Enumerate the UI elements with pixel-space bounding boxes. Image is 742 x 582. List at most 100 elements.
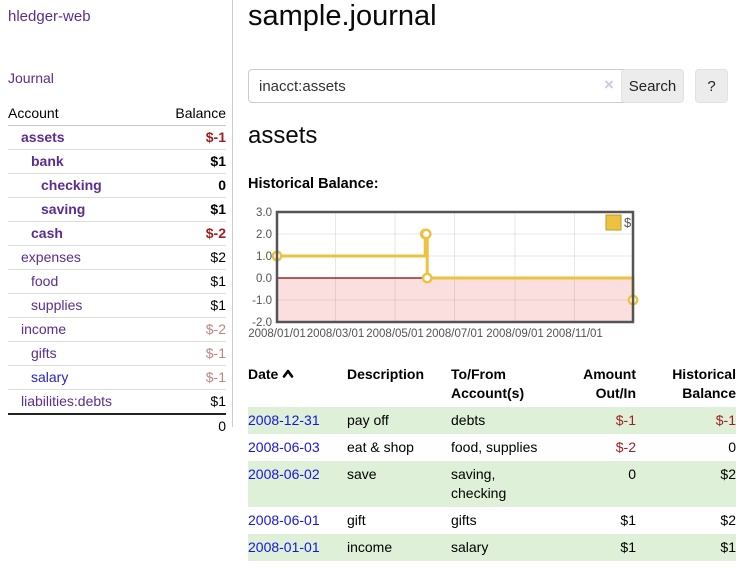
register-row: 2008-01-01 income salary $1 $1 <box>248 534 736 561</box>
sidebar-divider <box>232 0 233 427</box>
transaction-amount: $-2 <box>615 439 636 455</box>
account-link-checking[interactable]: checking <box>41 177 102 193</box>
account-heading: assets <box>248 122 318 149</box>
transaction-date-link[interactable]: 2008-06-02 <box>248 466 320 482</box>
transaction-amount: 0 <box>556 461 636 507</box>
transaction-accounts: saving, checking <box>451 461 556 507</box>
svg-text:2008/05/01: 2008/05/01 <box>366 328 424 340</box>
account-link-food[interactable]: food <box>31 273 59 289</box>
transaction-date-link[interactable]: 2008-12-31 <box>248 412 320 428</box>
register-header-date[interactable]: Date <box>248 363 347 407</box>
register-row: 2008-06-03 eat & shop food, supplies $-2… <box>248 434 736 461</box>
account-balance: $-2 <box>154 221 226 246</box>
account-row: income $-2 <box>8 317 226 342</box>
transaction-description: gift <box>347 512 366 528</box>
search-button[interactable]: Search <box>621 69 684 103</box>
accounts-total-row: 0 <box>8 413 226 438</box>
account-link-salary[interactable]: salary <box>31 369 69 385</box>
account-link-saving[interactable]: saving <box>41 201 86 217</box>
register-header-accounts: To/From Account(s) <box>451 366 525 401</box>
accounts-total-balance: 0 <box>154 413 226 438</box>
clear-search-icon[interactable]: × <box>604 75 614 94</box>
transaction-balance: 0 <box>728 439 736 455</box>
sort-ascending-icon <box>282 364 294 383</box>
svg-text:-1.0: -1.0 <box>252 295 272 307</box>
svg-text:-2.0: -2.0 <box>252 317 272 329</box>
page-title: sample.journal <box>248 0 437 32</box>
account-balance: $1 <box>154 293 226 318</box>
account-link-liabilities-debts[interactable]: liabilities:debts <box>21 393 113 409</box>
transaction-date-link[interactable]: 2008-06-01 <box>248 512 320 528</box>
transaction-accounts: food, supplies <box>451 439 538 455</box>
register-table: Date Description To/From Account(s) Amou… <box>248 363 736 561</box>
historical-balance-chart: $3.0 2.0 1.0 0.0 -1.0 -2.0 2008/01/01 2008/03/0… <box>240 200 700 348</box>
transaction-description: pay off <box>347 407 451 434</box>
transaction-date-link[interactable]: 2008-01-01 <box>248 539 320 555</box>
svg-text:0.0: 0.0 <box>256 273 272 285</box>
account-link-cash[interactable]: cash <box>31 225 63 241</box>
account-row: food $1 <box>8 269 226 294</box>
register-row: 2008-06-01 gift gifts $1 $2 <box>248 507 736 534</box>
svg-text:2.0: 2.0 <box>256 229 272 241</box>
transaction-balance: $2 <box>720 512 736 528</box>
register-header-balance: Historical Balance <box>672 366 736 401</box>
account-link-gifts[interactable]: gifts <box>31 345 57 361</box>
account-row: liabilities:debts $1 <box>8 389 226 415</box>
svg-text:$: $ <box>624 215 632 230</box>
account-row: saving $1 <box>8 197 226 222</box>
account-link-income[interactable]: income <box>21 321 67 337</box>
transaction-date-link[interactable]: 2008-06-03 <box>248 439 320 455</box>
register-row: 2008-06-02 save saving, checking 0 $2 <box>248 461 736 507</box>
account-link-bank[interactable]: bank <box>31 153 64 169</box>
transaction-balance: $2 <box>636 461 736 507</box>
account-balance: 0 <box>154 173 226 198</box>
accounts-table: Account Balance assets $-1 bank $1 check… <box>8 102 226 438</box>
account-link-expenses[interactable]: expenses <box>21 249 81 265</box>
transaction-accounts: salary <box>451 534 556 561</box>
account-balance: $1 <box>154 197 226 222</box>
svg-text:2008/01/01: 2008/01/01 <box>248 328 306 340</box>
transaction-accounts: gifts <box>451 512 477 528</box>
account-row: assets $-1 <box>8 125 226 150</box>
register-header-description: Description <box>347 366 425 382</box>
account-row: salary $-1 <box>8 365 226 390</box>
chart-heading: Historical Balance: <box>248 176 379 192</box>
transaction-amount: $1 <box>556 534 636 561</box>
register-header-date-label: Date <box>248 366 279 382</box>
account-row: bank $1 <box>8 149 226 174</box>
transaction-balance: $-1 <box>636 407 736 434</box>
account-row: expenses $2 <box>8 245 226 270</box>
accounts-header-account: Account <box>8 102 155 126</box>
account-link-assets[interactable]: assets <box>21 129 65 145</box>
account-balance: $-1 <box>154 125 226 150</box>
svg-text:2008/03/01: 2008/03/01 <box>307 328 365 340</box>
account-balance: $-1 <box>154 341 226 366</box>
transaction-description: eat & shop <box>347 439 414 455</box>
main-content: sample.journal × Search ? assets Histori… <box>248 0 742 582</box>
register-row: 2008-12-31 pay off debts $-1 $-1 <box>248 407 736 434</box>
sidebar-item-journal[interactable]: Journal <box>8 70 54 86</box>
account-balance: $2 <box>154 245 226 270</box>
accounts-header-balance: Balance <box>154 102 226 126</box>
transaction-description: save <box>347 461 451 507</box>
account-row: cash $-2 <box>8 221 226 246</box>
svg-text:3.0: 3.0 <box>256 207 272 219</box>
account-balance: $1 <box>154 269 226 294</box>
transaction-balance: $1 <box>636 534 736 561</box>
account-balance: $-1 <box>154 365 226 390</box>
account-balance: $-2 <box>154 317 226 342</box>
svg-text:1.0: 1.0 <box>256 251 272 263</box>
account-row: gifts $-1 <box>8 341 226 366</box>
account-link-supplies[interactable]: supplies <box>31 297 83 313</box>
search-input[interactable] <box>248 69 634 103</box>
search-form: × Search ? <box>248 69 742 105</box>
transaction-accounts: debts <box>451 407 556 434</box>
register-header-amount: Amount Out/In <box>583 366 636 401</box>
svg-text:2008/07/01: 2008/07/01 <box>426 328 484 340</box>
app-title-link[interactable]: hledger-web <box>8 8 91 25</box>
transaction-description: income <box>347 534 451 561</box>
account-balance: $1 <box>154 149 226 174</box>
help-button[interactable]: ? <box>695 69 728 103</box>
svg-text:2008/11/01: 2008/11/01 <box>546 328 603 340</box>
